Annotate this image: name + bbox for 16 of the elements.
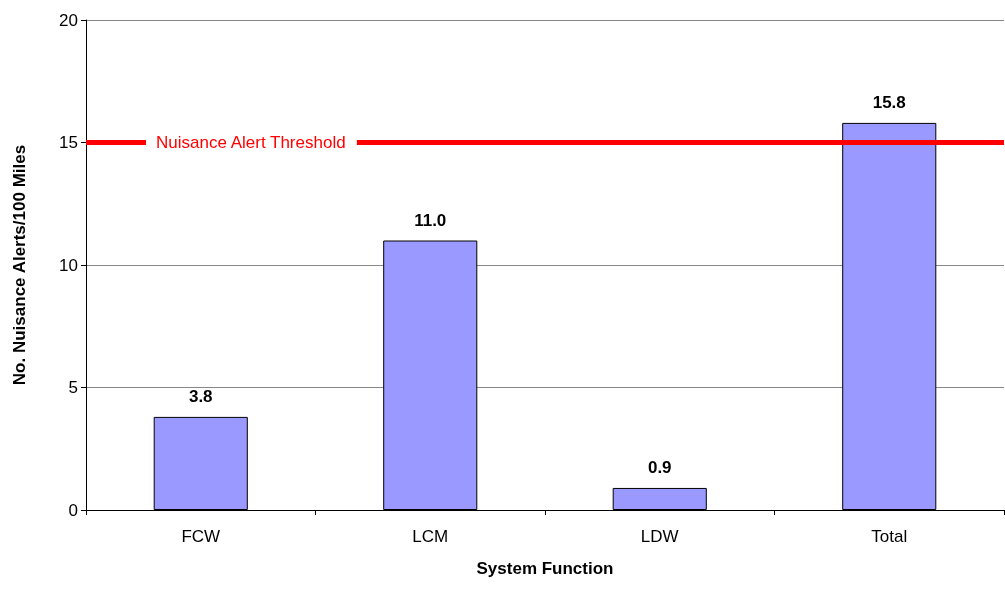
- y-tick-label: 20: [59, 10, 78, 30]
- y-tick-label: 0: [68, 500, 78, 520]
- y-tick-label: 15: [59, 133, 78, 152]
- x-tick-label: LDW: [640, 527, 679, 546]
- y-tick-label: 5: [68, 378, 78, 397]
- x-tick-label: FCW: [181, 527, 221, 546]
- x-tick-label: LCM: [412, 527, 449, 546]
- y-tick-label: 10: [59, 255, 78, 275]
- y-axis-title: No. Nuisance Alerts/100 Miles: [10, 144, 29, 386]
- data-label: 11.0: [414, 210, 447, 230]
- x-tick-label: Total: [871, 527, 908, 546]
- data-label: 3.8: [188, 386, 213, 406]
- ref-line-label: Nuisance Alert Threshold: [156, 133, 346, 152]
- data-label: 0.9: [647, 457, 672, 477]
- x-axis-title: System Function: [476, 559, 614, 578]
- data-label: 15.8: [872, 92, 906, 112]
